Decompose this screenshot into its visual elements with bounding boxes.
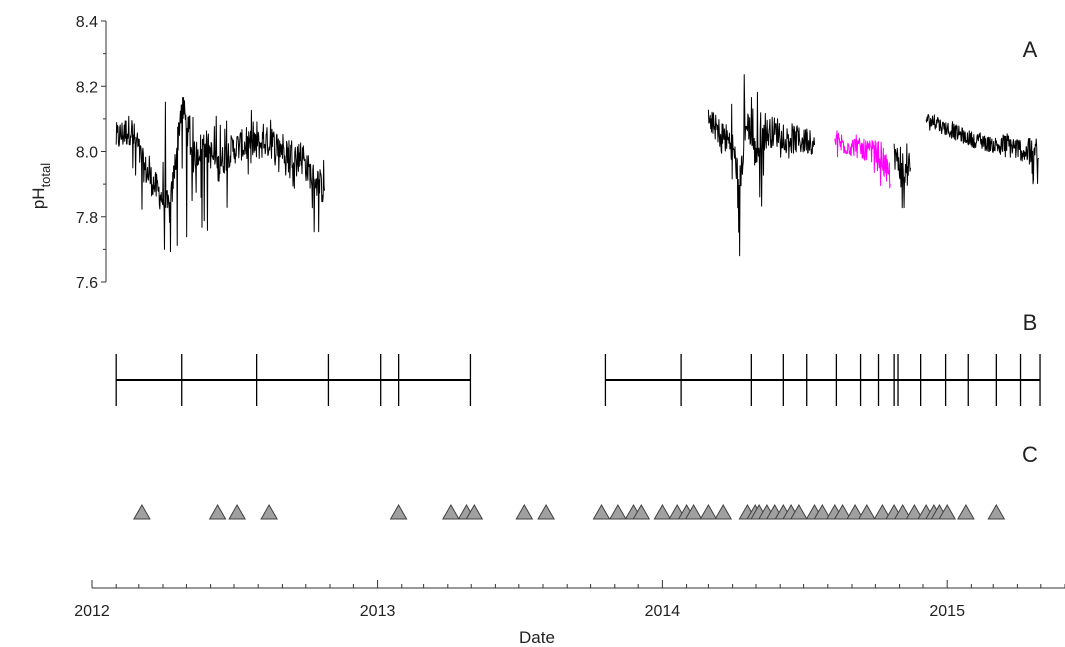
sample-triangle-marker (813, 503, 832, 520)
ph-y-tick-label: 8.2 (76, 79, 98, 96)
ph-series-line (707, 74, 816, 257)
sample-triangle-marker (873, 503, 892, 520)
ph-y-tick-label: 7.8 (76, 210, 98, 227)
date-x-axis: 2012 2013 2014 2015 Date (74, 580, 1065, 647)
sample-triangle-marker (442, 503, 460, 520)
sample-triangle-marker (987, 503, 1006, 520)
sample-triangle-marker (515, 503, 534, 520)
panel-label-b: B (1023, 310, 1038, 335)
panel-b-timeline: B (115, 310, 1041, 406)
sample-triangle-marker (260, 503, 278, 520)
date-x-axis-ticks: 2012 2013 2014 2015 (74, 580, 1065, 620)
panel-a-ph-plot: 7.6 7.8 8.0 8.2 8.4 A pHtotal (29, 14, 1039, 292)
sample-triangle-marker (714, 503, 733, 520)
ph-series-group (115, 74, 1039, 257)
sample-triangle-marker (653, 503, 672, 520)
sample-triangle-marker (905, 503, 924, 520)
sample-triangle-marker (133, 503, 151, 520)
ph-y-axis-title: pHtotal (29, 163, 53, 209)
sample-triangle-marker (609, 503, 627, 520)
ph-y-axis-title-main: pH (29, 187, 48, 209)
timeline-marks (115, 354, 1041, 406)
sample-markers (133, 503, 1006, 520)
ph-y-axis: 7.6 7.8 8.0 8.2 8.4 (76, 14, 107, 292)
sample-triangle-marker (846, 503, 864, 520)
sample-triangle-marker (699, 503, 718, 520)
date-x-tick-label: 2015 (929, 603, 965, 620)
ph-y-tick-label: 8.4 (76, 14, 98, 31)
sample-triangle-marker (208, 503, 227, 520)
sample-triangle-marker (833, 503, 852, 520)
date-x-axis-title: Date (519, 628, 555, 647)
sample-triangle-marker (537, 503, 555, 520)
ph-series-line (893, 143, 912, 209)
ph-y-axis-title-subscript: total (38, 163, 53, 188)
ph-y-tick-label: 8.0 (76, 145, 98, 162)
ph-series-line (834, 130, 891, 189)
sample-triangle-marker (592, 503, 611, 520)
date-x-tick-label: 2013 (360, 603, 396, 620)
sample-triangle-marker (957, 503, 975, 520)
sample-triangle-marker (938, 503, 957, 520)
sample-triangle-marker (389, 503, 408, 520)
sample-triangle-marker (857, 503, 876, 520)
date-x-tick-label: 2014 (645, 603, 681, 620)
date-x-tick-label: 2012 (74, 603, 110, 620)
panel-c-markers: C (133, 442, 1038, 520)
ph-series-line (925, 114, 1039, 185)
ph-y-tick-label: 7.6 (76, 275, 98, 292)
sample-triangle-marker (465, 503, 484, 520)
panel-label-a: A (1023, 37, 1038, 62)
sample-triangle-marker (632, 503, 651, 520)
sample-triangle-marker (228, 503, 246, 520)
sample-triangle-marker (790, 503, 808, 520)
sample-triangle-marker (684, 503, 703, 520)
panel-label-c: C (1022, 442, 1038, 467)
ph-series-line (115, 96, 326, 253)
sample-triangle-marker (893, 503, 912, 520)
